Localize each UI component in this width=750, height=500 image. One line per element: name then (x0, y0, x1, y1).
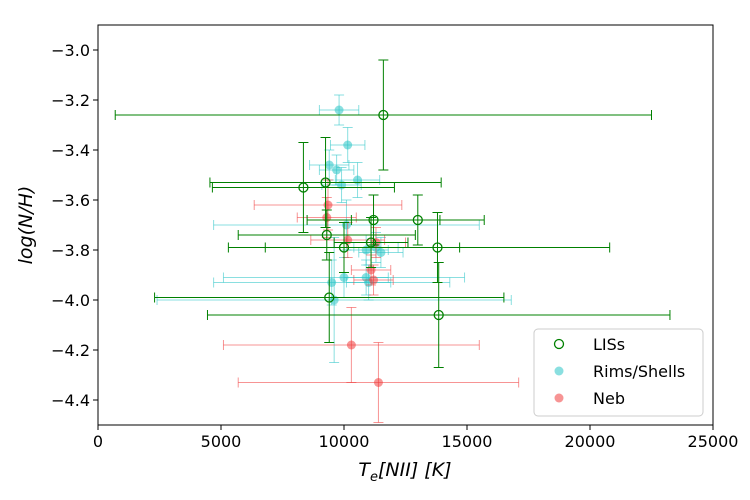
x-tick-label: 20000 (565, 432, 616, 451)
legend-label-rims: Rims/Shells (593, 362, 685, 381)
x-tick-label: 25000 (688, 432, 739, 451)
legend-box (533, 328, 704, 417)
y-tick-label: −3.4 (51, 141, 90, 160)
legend-label-liss: LISs (593, 335, 625, 354)
y-tick-label: −4.2 (51, 341, 90, 360)
liss-errorbar (206, 262, 671, 368)
neb-point (373, 378, 383, 387)
liss-errorbar (209, 137, 442, 228)
y-axis: −4.4 −4.2 −4.0 −3.8 −3.6 −3.4 −3.2 −3.0 (51, 41, 98, 410)
series-rims (156, 94, 512, 363)
liss-point (432, 242, 443, 253)
y-tick-label: −4.0 (51, 291, 90, 310)
neb-point (346, 340, 356, 350)
x-tick-label: 15000 (442, 432, 493, 451)
liss-errorbar (211, 142, 395, 233)
neb-point (323, 200, 333, 210)
liss-point (321, 229, 332, 241)
x-axis: 0 5000 10000 15000 20000 25000 (93, 425, 739, 451)
rims-point (324, 160, 334, 170)
y-tick-label: −3.0 (51, 41, 90, 60)
legend: LISs Rims/Shells Neb (533, 328, 704, 417)
neb-point (369, 275, 379, 285)
liss-errorbar (333, 217, 409, 268)
liss-point (433, 309, 444, 321)
series-layer (114, 59, 671, 423)
series-liss (114, 59, 671, 368)
liss-errorbar (237, 209, 416, 261)
liss-point (378, 109, 389, 121)
x-tick-label: 0 (93, 432, 103, 451)
y-tick-label: −3.6 (51, 191, 90, 210)
legend-marker-neb (554, 393, 564, 403)
y-tick-label: −3.2 (51, 91, 90, 110)
rims-point (341, 220, 351, 230)
liss-point (324, 292, 335, 303)
liss-errorbar (264, 212, 611, 283)
rims-point (327, 278, 337, 287)
x-axis-label: Te[NII] [K] (358, 459, 451, 485)
liss-point (320, 177, 331, 188)
y-tick-label: −4.4 (51, 391, 90, 410)
y-axis-label: log(N/H) (15, 186, 37, 265)
rims-point (337, 180, 347, 190)
liss-point (412, 214, 423, 226)
rims-point (332, 165, 342, 175)
rims-point (353, 175, 363, 185)
legend-marker-liss (553, 338, 565, 350)
rims-point (343, 140, 353, 150)
y-tick-label: −3.8 (51, 241, 90, 260)
liss-errorbar (114, 59, 652, 171)
liss-errorbar (350, 194, 485, 246)
liss-errorbar (154, 252, 505, 343)
x-tick-label: 5000 (201, 432, 242, 451)
rims-point (376, 248, 386, 257)
x-tick-label: 10000 (319, 432, 370, 451)
rims-point (334, 105, 344, 115)
legend-marker-rims (554, 366, 564, 376)
legend-label-neb: Neb (593, 389, 625, 408)
plot-frame (97, 24, 714, 426)
